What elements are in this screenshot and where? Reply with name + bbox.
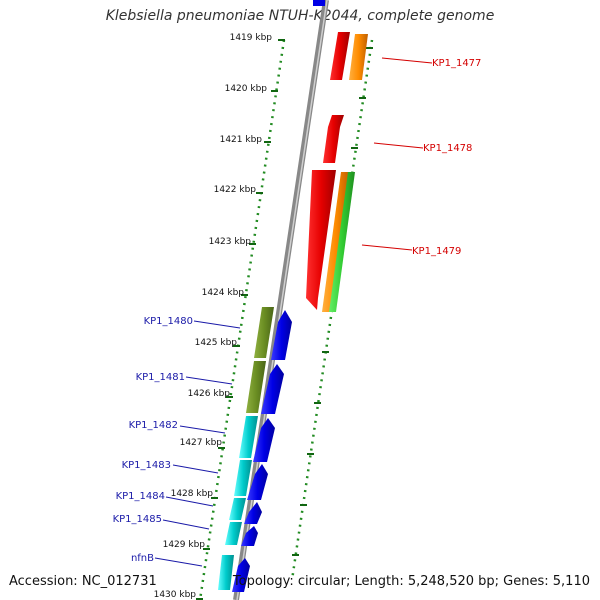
reverse-leaders [154, 320, 241, 567]
green-track-1479 [329, 172, 355, 312]
cyan-track-1483 [234, 460, 252, 496]
scale-label: 1427 kbp [180, 438, 223, 448]
orange-track-1477 [349, 34, 368, 80]
scale-label: 1425 kbp [195, 338, 238, 348]
forward-leaders [361, 57, 433, 251]
scale-label: 1424 kbp [202, 288, 245, 298]
gene-kp1-1481[interactable] [261, 364, 284, 414]
scale-label: 1430 kbp [154, 590, 197, 600]
orange-track-1479 [322, 172, 349, 312]
scale-label: 1423 kbp [209, 237, 252, 247]
cyan-track-1485 [225, 522, 242, 545]
cyan-track-nfnb [218, 555, 234, 590]
gene-kp1-1484[interactable] [244, 502, 262, 524]
backbone-top-block [313, 0, 325, 6]
gene-kp1-1483[interactable] [247, 464, 268, 500]
gene-label-kp1-1480[interactable]: KP1_1480 [144, 316, 193, 327]
gene-label-kp1-1482[interactable]: KP1_1482 [129, 420, 178, 431]
olive-track-1481 [246, 361, 266, 413]
ruler-ticks [196, 39, 285, 600]
gene-kp1-1479[interactable] [306, 170, 336, 310]
gene-nfnb[interactable] [232, 558, 250, 592]
gene-label-kp1-1485[interactable]: KP1_1485 [113, 514, 162, 525]
gene-kp1-1485[interactable] [241, 526, 258, 546]
scale-label: 1421 kbp [220, 135, 263, 145]
olive-track-1480 [254, 307, 274, 358]
scale-label: 1419 kbp [230, 33, 273, 43]
gene-label-kp1-1477[interactable]: KP1_1477 [432, 58, 481, 69]
gene-kp1-1482[interactable] [253, 418, 275, 462]
map-title: Klebsiella pneumoniae NTUH-K2044, comple… [105, 8, 495, 24]
accession-text: Accession: NC_012731 [9, 574, 157, 589]
scale-labels: 1419 kbp 1420 kbp 1421 kbp 1422 kbp 1423… [154, 33, 273, 600]
scale-label: 1428 kbp [171, 489, 214, 499]
cyan-track-1482 [239, 416, 258, 458]
gene-kp1-1480[interactable] [271, 310, 292, 360]
cyan-track-1484 [229, 498, 246, 520]
gene-label-nfnb[interactable]: nfnB [131, 553, 154, 564]
gene-label-kp1-1484[interactable]: KP1_1484 [116, 491, 165, 502]
gene-label-kp1-1478[interactable]: KP1_1478 [423, 143, 472, 154]
topology-text: Topology: circular; Length: 5,248,520 bp… [232, 574, 590, 589]
scale-label: 1420 kbp [225, 84, 268, 94]
gene-label-kp1-1481[interactable]: KP1_1481 [136, 372, 185, 383]
gene-kp1-1477[interactable] [330, 32, 350, 80]
scale-label: 1426 kbp [188, 389, 231, 399]
scale-label: 1429 kbp [163, 540, 206, 550]
gene-label-kp1-1483[interactable]: KP1_1483 [122, 460, 171, 471]
gene-label-kp1-1479[interactable]: KP1_1479 [412, 246, 461, 257]
gene-kp1-1478[interactable] [323, 115, 344, 163]
scale-label: 1422 kbp [214, 185, 257, 195]
